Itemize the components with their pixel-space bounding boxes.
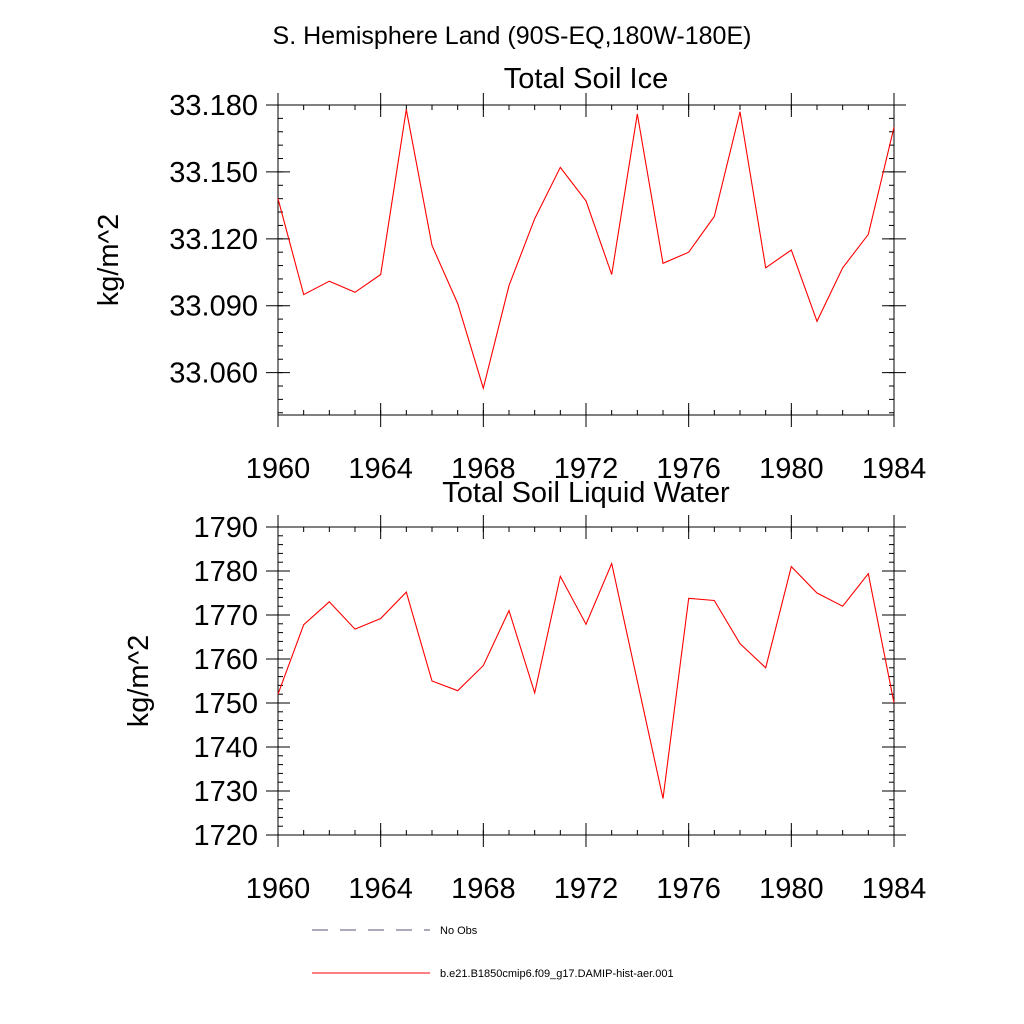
- y-tick-label: 33.180: [169, 90, 258, 122]
- x-tick-label: 1972: [554, 873, 619, 905]
- x-tick-label: 1984: [862, 453, 927, 485]
- y-tick-label: 1770: [193, 600, 258, 632]
- plot-frame: [277, 104, 895, 416]
- series-line: [277, 561, 895, 799]
- panel-title: Total Soil Liquid Water: [442, 477, 730, 509]
- series-line: [277, 109, 895, 391]
- y-tick-label: 1720: [193, 820, 258, 852]
- x-tick-label: 1972: [554, 453, 619, 485]
- y-tick-label: 1760: [193, 644, 258, 676]
- y-tick-label: 33.090: [169, 291, 258, 323]
- plot-frame: [277, 526, 895, 836]
- y-tick-label: 1730: [193, 776, 258, 808]
- y-tick-label: 1790: [193, 512, 258, 544]
- y-tick-label: 1740: [193, 732, 258, 764]
- panel-total-soil-liquid-water: Total Soil Liquid Water kg/m^2 1960 1964 196…: [123, 477, 926, 905]
- y-axis-label: kg/m^2: [93, 214, 125, 307]
- legend-model-label: b.e21.B1850cmip6.f09_g17.DAMIP-hist-aer.…: [440, 968, 674, 980]
- x-tick-label: 1968: [451, 873, 516, 905]
- x-tick-label: 1964: [348, 873, 413, 905]
- x-tick-label: 1976: [656, 453, 721, 485]
- x-tick-label: 1960: [246, 873, 311, 905]
- y-tick-label: 33.120: [169, 224, 258, 256]
- y-tick-label: 33.060: [169, 358, 258, 390]
- y-axis-label: kg/m^2: [123, 635, 155, 728]
- x-tick-label: 1968: [451, 453, 516, 485]
- x-tick-label: 1960: [246, 453, 311, 485]
- x-tick-label: 1976: [656, 873, 721, 905]
- y-tick-label: 33.150: [169, 157, 258, 189]
- legend: No Obs b.e21.B1850cmip6.f09_g17.DAMIP-hi…: [312, 925, 674, 980]
- x-tick-label: 1980: [759, 873, 824, 905]
- panel-total-soil-ice: Total Soil Ice kg/m^2 1960 1964 1968 1972 1976…: [93, 63, 926, 485]
- y-tick-label: 1750: [193, 688, 258, 720]
- legend-no-obs-label: No Obs: [440, 925, 478, 937]
- x-tick-label: 1980: [759, 453, 824, 485]
- panel-title: Total Soil Ice: [504, 63, 668, 95]
- x-tick-label: 1984: [862, 873, 927, 905]
- x-tick-label: 1964: [348, 453, 413, 485]
- y-tick-label: 1780: [193, 556, 258, 588]
- figure-title: S. Hemisphere Land (90S-EQ,180W-180E): [273, 22, 752, 50]
